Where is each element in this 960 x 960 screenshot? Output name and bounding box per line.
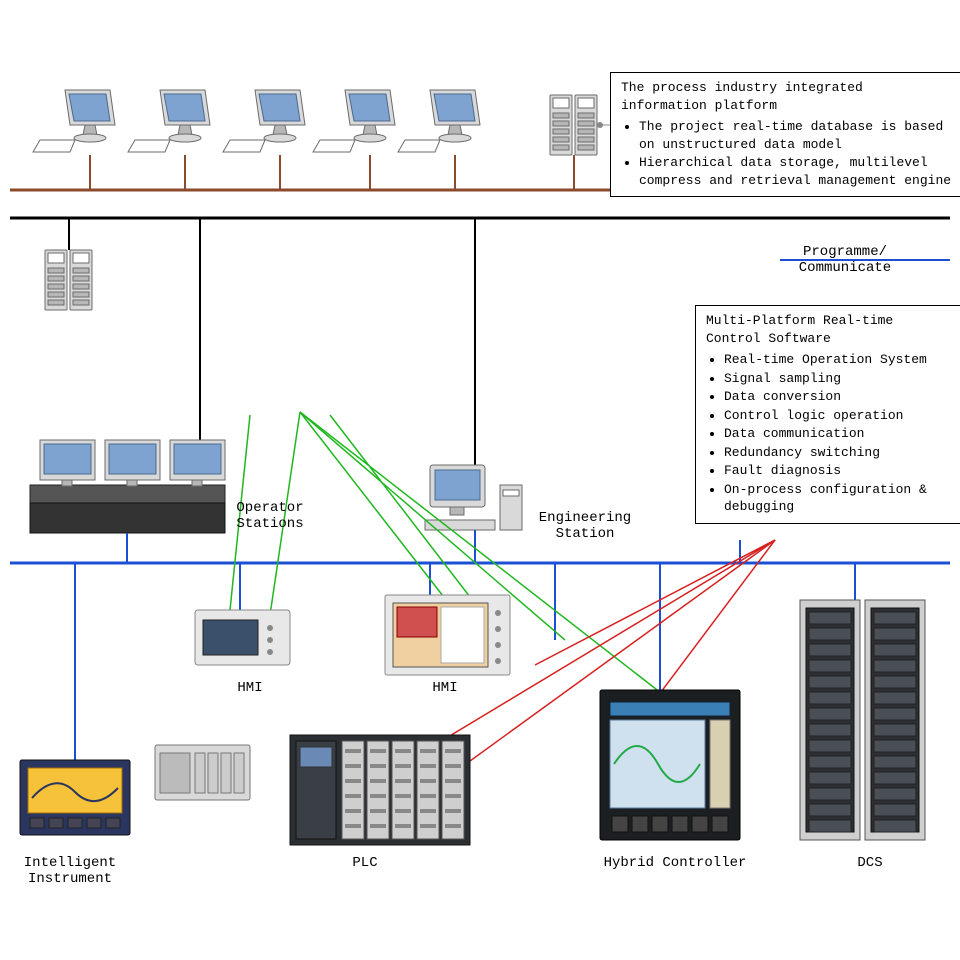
intelligent-instrument-label: IntelligentInstrument: [15, 855, 125, 887]
info-box-platform-title: The process industry integrated informat…: [621, 79, 956, 114]
info-box-platform-list: The project real-time database is based …: [639, 118, 956, 189]
operator-stations-label: OperatorStations: [225, 500, 315, 532]
info-box-platform: The process industry integrated informat…: [610, 72, 960, 197]
engineering-station-label: EngineeringStation: [530, 510, 640, 542]
info-box-software: Multi-Platform Real-time Control Softwar…: [695, 305, 960, 524]
info-box-software-list: Real-time Operation SystemSignal samplin…: [724, 351, 954, 516]
hmi-label-2: HMI: [425, 680, 465, 696]
programme-label: Programme/ Communicate: [785, 244, 905, 276]
dcs-label: DCS: [845, 855, 895, 871]
info-box-software-title: Multi-Platform Real-time Control Softwar…: [706, 312, 954, 347]
hmi-label-1: HMI: [230, 680, 270, 696]
plc-label: PLC: [340, 855, 390, 871]
hybrid-controller-label: Hybrid Controller: [595, 855, 755, 871]
